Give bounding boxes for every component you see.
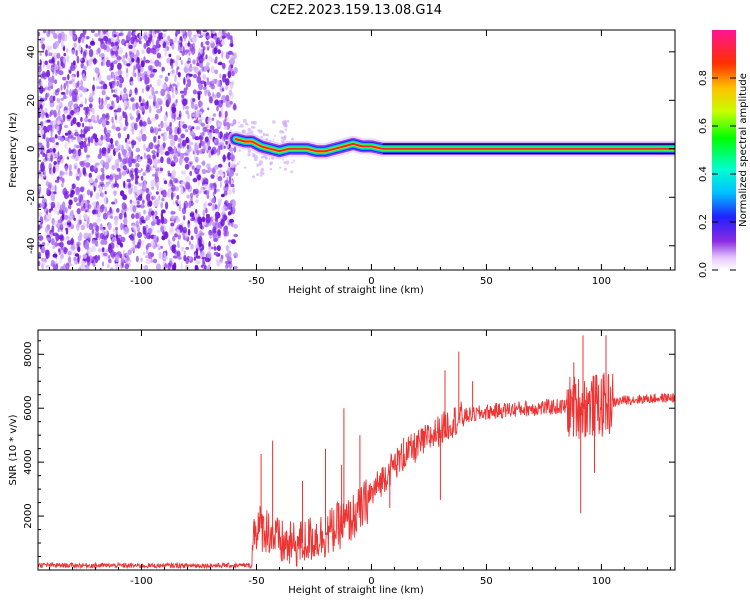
y-tick-label: 20: [26, 94, 37, 107]
colorbar-tick-label: 0.2: [698, 214, 709, 230]
carrier-ridge: [227, 131, 675, 160]
colorbar-tick-label: 0.6: [698, 118, 709, 134]
noise-speckle: [38, 30, 295, 270]
y-tick-label: -40: [26, 238, 37, 254]
colorbar-ticks: 0.0 0.2 0.4 0.6 0.8: [698, 70, 736, 278]
x-tick-label: 50: [480, 276, 493, 287]
snr-xlabel: Height of straight line (km): [288, 585, 424, 596]
spectrogram-xlabel: Height of straight line (km): [288, 285, 424, 296]
snr-spikes: [260, 335, 607, 543]
y-tick-label: 8000: [23, 342, 34, 367]
x-tick-label: -50: [248, 576, 264, 587]
colorbar-label: Normalized spectral amplitude: [738, 73, 749, 227]
ridge-layer-6: [234, 138, 675, 153]
y-tick-label: 4000: [23, 449, 34, 474]
colorbar-tick-label: 0.4: [698, 166, 709, 182]
snr-frame: [37, 329, 676, 571]
snr-ylabel: SNR (10 * v/v): [8, 414, 19, 485]
x-tick-label: 0: [368, 276, 374, 287]
snr-series-line: [38, 372, 675, 570]
x-tick-label: -50: [248, 276, 264, 287]
snr-ticks: -100 -50 0 50 100 2000 4000 6000 8000: [23, 330, 675, 587]
colorbar-tick-label: 0.0: [698, 262, 709, 278]
spectrogram-panel: -100 -50 0 50 100 -40 -20 0 20 40 Height of strai…: [8, 29, 676, 296]
colorbar-gradient: [712, 30, 736, 270]
x-tick-label: 0: [368, 576, 374, 587]
y-tick-label: -20: [26, 189, 37, 205]
spectrogram-content: [38, 30, 675, 270]
x-tick-label: -100: [130, 576, 153, 587]
carrier-guide-lines: [382, 143, 675, 155]
spectrogram-frame: [37, 29, 676, 271]
spectrogram-ticks: -100 -50 0 50 100 -40 -20 0 20 40: [26, 30, 675, 287]
x-tick-label: -100: [130, 276, 153, 287]
snr-content: [38, 335, 675, 570]
spectrogram-ylabel: Frequency (Hz): [8, 112, 19, 188]
x-tick-label: 100: [592, 276, 611, 287]
x-tick-label: 100: [592, 576, 611, 587]
y-tick-label: 6000: [23, 395, 34, 420]
snr-panel: -100 -50 0 50 100 2000 4000 6000 8000 Height of …: [8, 329, 676, 596]
figure-title: C2E2.2023.159.13.08.G14: [270, 3, 442, 18]
y-tick-label: 40: [26, 45, 37, 58]
colorbar-tick-label: 0.8: [698, 70, 709, 86]
x-tick-label: 50: [480, 576, 493, 587]
y-tick-label: 0: [26, 146, 37, 152]
y-tick-label: 2000: [23, 503, 34, 528]
colorbar: 0.0 0.2 0.4 0.6 0.8 Normalized spectral ampl…: [698, 30, 749, 278]
